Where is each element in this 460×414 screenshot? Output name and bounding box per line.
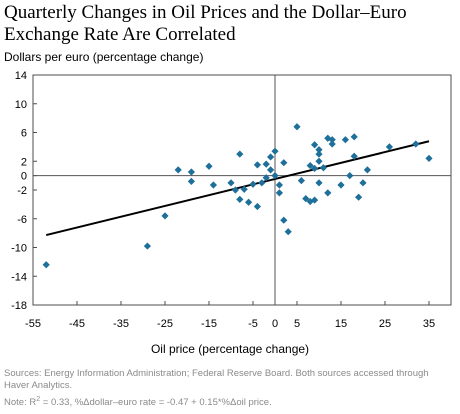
data-point — [187, 177, 195, 185]
data-point — [385, 143, 393, 151]
x-tick-label: 25 — [379, 318, 391, 330]
x-tick-label: -35 — [113, 318, 129, 330]
x-tick-label: 5 — [294, 318, 300, 330]
y-tick-label: 2 — [21, 156, 27, 168]
data-point — [350, 152, 358, 160]
data-point — [271, 147, 279, 155]
x-tick-label: 15 — [335, 318, 347, 330]
y-tick-label: -6 — [17, 214, 27, 226]
chart-title-line-2: Exchange Rate Are Correlated — [4, 24, 236, 45]
sources-note: Sources: Energy Information Administrati… — [4, 368, 429, 391]
x-tick-label: -5 — [248, 318, 258, 330]
data-point — [350, 133, 358, 141]
data-point — [341, 136, 349, 144]
regression-note-sup: 2 — [36, 395, 41, 403]
x-axis-label: Oil price (percentage change) — [150, 342, 310, 356]
data-point — [187, 168, 195, 176]
chart-title-line-1: Quarterly Changes in Oil Prices and the … — [4, 2, 407, 23]
data-point — [253, 161, 261, 169]
data-point — [315, 146, 323, 154]
chart-title: Quarterly Changes in Oil Prices and the … — [4, 2, 456, 46]
data-point — [324, 134, 332, 142]
y-axis-label: Dollars per euro (percentage change) — [4, 50, 204, 64]
data-point — [302, 195, 310, 203]
y-tick-label: -2 — [17, 185, 27, 197]
data-point — [328, 136, 336, 144]
data-point — [319, 164, 327, 172]
data-point — [315, 150, 323, 158]
data-point — [284, 228, 292, 236]
data-point — [161, 212, 169, 220]
data-point — [363, 166, 371, 174]
data-point — [328, 140, 336, 148]
data-point — [275, 181, 283, 189]
data-point — [143, 242, 151, 250]
x-tick-label: -55 — [25, 318, 41, 330]
regression-note-suffix: = 0.33, %Δdollar–euro rate = -0.47 + 0.1… — [40, 397, 272, 408]
data-point — [306, 161, 314, 170]
data-point — [346, 172, 354, 180]
y-tick-label: -18 — [11, 300, 27, 312]
data-point — [258, 179, 266, 187]
data-point — [280, 159, 288, 167]
data-point — [271, 172, 279, 180]
y-tick-label: -14 — [11, 271, 27, 283]
data-point — [240, 185, 248, 193]
data-point — [297, 177, 305, 185]
regression-note: Note: R2 = 0.33, %Δdollar–euro rate = -0… — [4, 395, 456, 409]
data-point — [425, 154, 433, 162]
x-tick-label: 35 — [423, 318, 435, 330]
data-point — [359, 179, 367, 187]
data-point — [311, 196, 319, 204]
data-point — [315, 179, 323, 187]
x-tick-label: -25 — [157, 318, 173, 330]
x-tick-label: 0 — [272, 318, 278, 330]
regression-note-prefix: Note: R — [4, 397, 37, 408]
data-point — [275, 189, 283, 197]
data-point — [262, 174, 270, 182]
data-point — [267, 153, 275, 161]
regression-line — [45, 140, 430, 237]
data-point — [205, 162, 213, 170]
y-tick-label: -10 — [11, 243, 27, 255]
y-tick-label: 14 — [15, 70, 27, 82]
data-point — [42, 261, 50, 269]
data-point — [324, 189, 332, 197]
data-point — [245, 198, 253, 206]
data-point — [311, 141, 319, 149]
data-point — [280, 216, 288, 224]
x-tick-label: -45 — [69, 318, 85, 330]
data-point — [355, 193, 363, 201]
data-point — [227, 179, 235, 187]
data-point — [174, 166, 182, 174]
data-point — [267, 166, 275, 174]
data-point — [231, 186, 239, 194]
data-point — [412, 140, 420, 148]
data-point — [337, 181, 345, 189]
data-point — [236, 150, 244, 158]
data-point — [311, 164, 319, 173]
data-point — [293, 123, 301, 131]
data-point — [315, 157, 323, 165]
data-point — [253, 202, 261, 211]
x-tick-label: -15 — [201, 318, 217, 330]
data-point — [249, 180, 257, 188]
data-point — [236, 195, 244, 203]
y-tick-label: 6 — [21, 128, 27, 140]
y-tick-label: 10 — [15, 99, 27, 111]
data-point — [262, 160, 270, 168]
data-point — [209, 181, 217, 189]
y-tick-label: 0 — [21, 171, 27, 183]
